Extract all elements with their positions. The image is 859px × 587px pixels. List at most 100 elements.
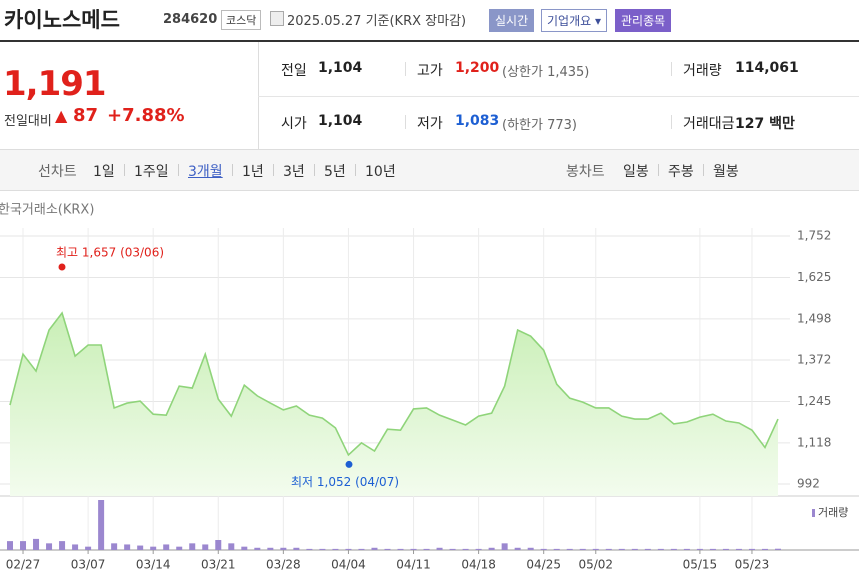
x-tick-label: 02/27 <box>6 558 41 572</box>
volume-bar <box>332 548 339 550</box>
volume-bar <box>410 548 417 550</box>
cell-label: 고가 <box>417 63 443 79</box>
volume-bar <box>228 543 235 550</box>
period-tab[interactable]: 10년 <box>365 164 396 180</box>
volume-bar <box>644 548 651 550</box>
volume-bar <box>241 546 248 550</box>
cell-label: 시가 <box>281 116 307 132</box>
x-tick-label: 03/21 <box>201 558 236 572</box>
cell-value: 114,061 <box>735 60 799 76</box>
tab-label: 봉차트 <box>566 164 605 180</box>
x-tick-label: 03/07 <box>71 558 106 572</box>
volume-bar <box>215 540 222 550</box>
volume-bar <box>254 547 261 550</box>
period-tab[interactable]: 1년 <box>242 164 264 180</box>
candle-tab[interactable]: 일봉 <box>623 164 649 180</box>
company-button[interactable]: 기업개요 ▾ <box>541 9 607 32</box>
divider <box>671 62 672 76</box>
price-line <box>9 311 779 457</box>
volume-legend: 거래량 <box>818 506 848 519</box>
cell-label: 전일 <box>281 63 307 79</box>
y-tick-label: 1,752 <box>797 229 831 243</box>
tab-sep <box>658 164 659 176</box>
divider <box>405 62 406 76</box>
volume-bar <box>150 546 157 550</box>
volume-bar <box>670 548 677 550</box>
market-badge: 코스닥 <box>221 10 262 30</box>
header-rule <box>0 40 859 42</box>
y-tick-label: 1,245 <box>797 394 831 408</box>
candle-tab[interactable]: 월봉 <box>713 164 739 180</box>
volume-bar <box>605 548 612 550</box>
volume-bar <box>176 546 183 550</box>
change: 87 <box>73 105 99 126</box>
divider <box>671 115 672 129</box>
cell-label: 거래량 <box>683 63 722 79</box>
extreme-label: 최고 1,657 (03/06) <box>56 246 164 260</box>
cell-label: 저가 <box>417 116 443 132</box>
period-tab[interactable]: 1주일 <box>134 164 169 180</box>
y-tick-label: 1,498 <box>797 311 831 325</box>
volume-bar <box>384 548 391 550</box>
volume-bar <box>475 548 482 550</box>
managed-button[interactable]: 관리종목 <box>615 9 672 32</box>
volume-bar <box>540 548 547 550</box>
volume-bar <box>98 500 105 550</box>
tab-sep <box>232 164 233 176</box>
tab-sep <box>703 164 704 176</box>
cell-value: 1,200 <box>455 60 500 76</box>
cell-value: 127 백만 <box>735 116 795 132</box>
cell-value: 1,083 <box>455 113 500 129</box>
source-label: 한국거래소(KRX) <box>0 203 94 218</box>
volume-bar <box>137 545 144 550</box>
change-label: 전일대비 <box>4 114 52 129</box>
y-tick-label: 1,625 <box>797 270 831 284</box>
cell-value: 1,104 <box>318 113 363 129</box>
volume-bar <box>761 548 768 550</box>
x-tick-label: 03/28 <box>266 558 301 572</box>
x-tick-label: 05/02 <box>578 558 613 572</box>
volume-bar <box>566 548 573 550</box>
volume-bar <box>72 544 79 550</box>
realtime-button[interactable]: 실시간 <box>489 9 535 32</box>
volume-bar <box>280 547 287 550</box>
x-tick-label: 04/18 <box>461 558 496 572</box>
period-tab[interactable]: 3개월 <box>188 164 223 180</box>
volume-bar <box>202 544 209 550</box>
volume-bar <box>397 548 404 550</box>
volume-bar <box>189 543 196 550</box>
x-tick-label: 05/23 <box>735 558 770 572</box>
volume-bar <box>306 548 313 550</box>
y-tick-label: 992 <box>797 477 820 491</box>
volume-bar <box>631 548 638 550</box>
y-tick-label: 1,372 <box>797 353 831 367</box>
volume-bar <box>735 548 742 550</box>
volume-bar <box>423 548 430 550</box>
y-tick-label: 1,118 <box>797 435 831 449</box>
stock-name: 카이노스메드 <box>4 8 120 32</box>
candle-tab[interactable]: 주봉 <box>668 164 694 180</box>
volume-bar <box>748 548 755 550</box>
volume-bar <box>488 547 495 550</box>
volume-bar <box>163 544 170 550</box>
extreme-label: 최저 1,052 (04/07) <box>291 475 399 489</box>
volume-bar <box>527 547 534 550</box>
volume-bar <box>696 548 703 550</box>
extreme-marker <box>58 263 66 271</box>
stock-code: 284620 <box>163 12 218 27</box>
change-rate: +7.88% <box>107 105 185 126</box>
volume-bar <box>358 548 365 550</box>
price: 1,191 <box>3 64 107 104</box>
volume-bar <box>775 548 781 550</box>
period-tab[interactable]: 5년 <box>324 164 346 180</box>
volume-bar <box>59 541 66 550</box>
tab-label: 선차트 <box>38 164 77 180</box>
tab-sep <box>178 164 179 176</box>
divider <box>258 42 259 149</box>
tab-sep <box>314 164 315 176</box>
volume-bar <box>449 548 456 550</box>
volume-bar <box>33 538 40 550</box>
period-tab[interactable]: 1일 <box>93 164 115 180</box>
period-tab[interactable]: 3년 <box>283 164 305 180</box>
area <box>10 313 778 496</box>
